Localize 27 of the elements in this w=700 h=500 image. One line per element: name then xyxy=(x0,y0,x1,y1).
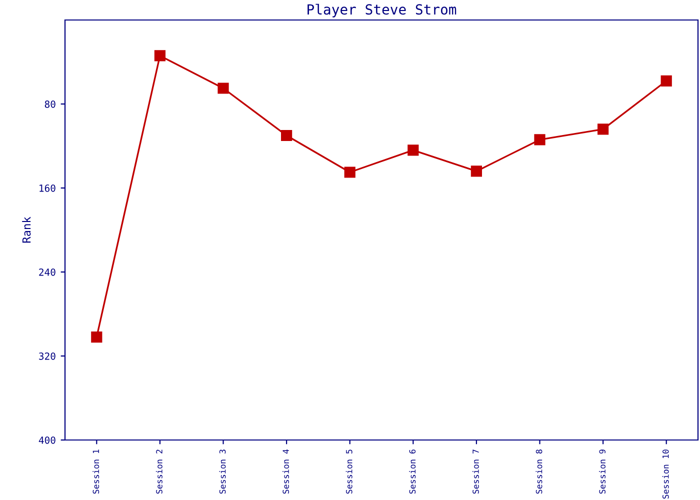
x-tick-label: Session 10 xyxy=(662,450,669,499)
x-tick-label: Session 2 xyxy=(156,450,162,494)
x-tick-label: Session 9 xyxy=(599,450,606,494)
x-tick-label: Session 3 xyxy=(219,450,226,494)
point xyxy=(91,332,102,343)
y-tick-label: 80 xyxy=(44,100,56,108)
y-tick-label: 320 xyxy=(39,352,56,360)
point xyxy=(408,144,419,156)
y-tick-label: 160 xyxy=(40,184,56,192)
point xyxy=(470,166,482,177)
point xyxy=(597,124,609,135)
point xyxy=(154,50,166,62)
point xyxy=(534,134,546,146)
x-tick-label: Session 8 xyxy=(536,450,542,494)
y-tick-label: 400 xyxy=(38,436,56,444)
point xyxy=(660,75,672,86)
chart-title: Player Steve Strom xyxy=(308,4,456,18)
x-tick-label: Session 1 xyxy=(92,450,100,494)
x-tick-label: Session 6 xyxy=(409,450,416,494)
point xyxy=(280,130,292,142)
y-axis-title: Rank xyxy=(22,216,31,243)
x-tick-label: Session 7 xyxy=(472,450,479,494)
point xyxy=(218,82,229,94)
x-tick-label: Session 4 xyxy=(282,449,289,494)
y-tick-label: 240 xyxy=(39,268,56,276)
x-tick-label: Session 5 xyxy=(346,450,352,494)
point xyxy=(344,166,356,178)
